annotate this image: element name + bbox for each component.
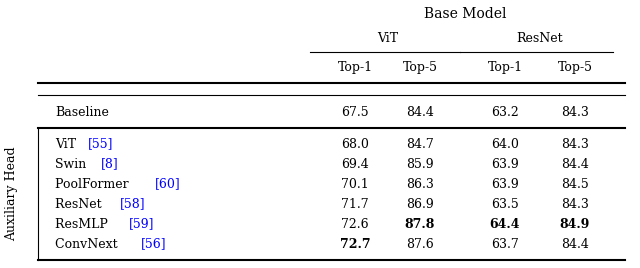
Text: PoolFormer: PoolFormer [55,177,132,191]
Text: ViT: ViT [55,137,80,151]
Text: 72.7: 72.7 [340,237,371,251]
Text: ResNet: ResNet [516,32,563,44]
Text: 63.5: 63.5 [491,198,519,210]
Text: [8]: [8] [100,158,118,170]
Text: ResMLP: ResMLP [55,218,112,230]
Text: ResNet: ResNet [55,198,106,210]
Text: 84.3: 84.3 [561,198,589,210]
Text: 84.3: 84.3 [561,106,589,118]
Text: [58]: [58] [120,198,146,210]
Text: 87.6: 87.6 [406,237,434,251]
Text: 86.3: 86.3 [406,177,434,191]
Text: 63.9: 63.9 [491,177,519,191]
Text: [60]: [60] [155,177,181,191]
Text: 63.7: 63.7 [491,237,519,251]
Text: 84.5: 84.5 [561,177,589,191]
Text: 64.4: 64.4 [490,218,520,230]
Text: Baseline: Baseline [55,106,109,118]
Text: ConvNext: ConvNext [55,237,122,251]
Text: 63.2: 63.2 [491,106,519,118]
Text: 67.5: 67.5 [341,106,369,118]
Text: [59]: [59] [129,218,154,230]
Text: 63.9: 63.9 [491,158,519,170]
Text: Swin: Swin [55,158,90,170]
Text: Auxiliary Head: Auxiliary Head [6,147,19,241]
Text: 71.7: 71.7 [341,198,369,210]
Text: 87.8: 87.8 [405,218,435,230]
Text: ViT: ViT [377,32,398,44]
Text: 84.7: 84.7 [406,137,434,151]
Text: 84.4: 84.4 [561,158,589,170]
Text: 85.9: 85.9 [406,158,434,170]
Text: 72.6: 72.6 [341,218,369,230]
Text: [55]: [55] [88,137,113,151]
Text: 86.9: 86.9 [406,198,434,210]
Text: Top-1: Top-1 [488,61,523,75]
Text: 84.4: 84.4 [406,106,434,118]
Text: 69.4: 69.4 [341,158,369,170]
Text: Top-1: Top-1 [337,61,372,75]
Text: Top-5: Top-5 [557,61,593,75]
Text: 84.3: 84.3 [561,137,589,151]
Text: Top-5: Top-5 [403,61,438,75]
Text: 70.1: 70.1 [341,177,369,191]
Text: 84.4: 84.4 [561,237,589,251]
Text: Base Model: Base Model [424,7,506,21]
Text: [56]: [56] [141,237,166,251]
Text: 64.0: 64.0 [491,137,519,151]
Text: 68.0: 68.0 [341,137,369,151]
Text: 84.9: 84.9 [560,218,590,230]
